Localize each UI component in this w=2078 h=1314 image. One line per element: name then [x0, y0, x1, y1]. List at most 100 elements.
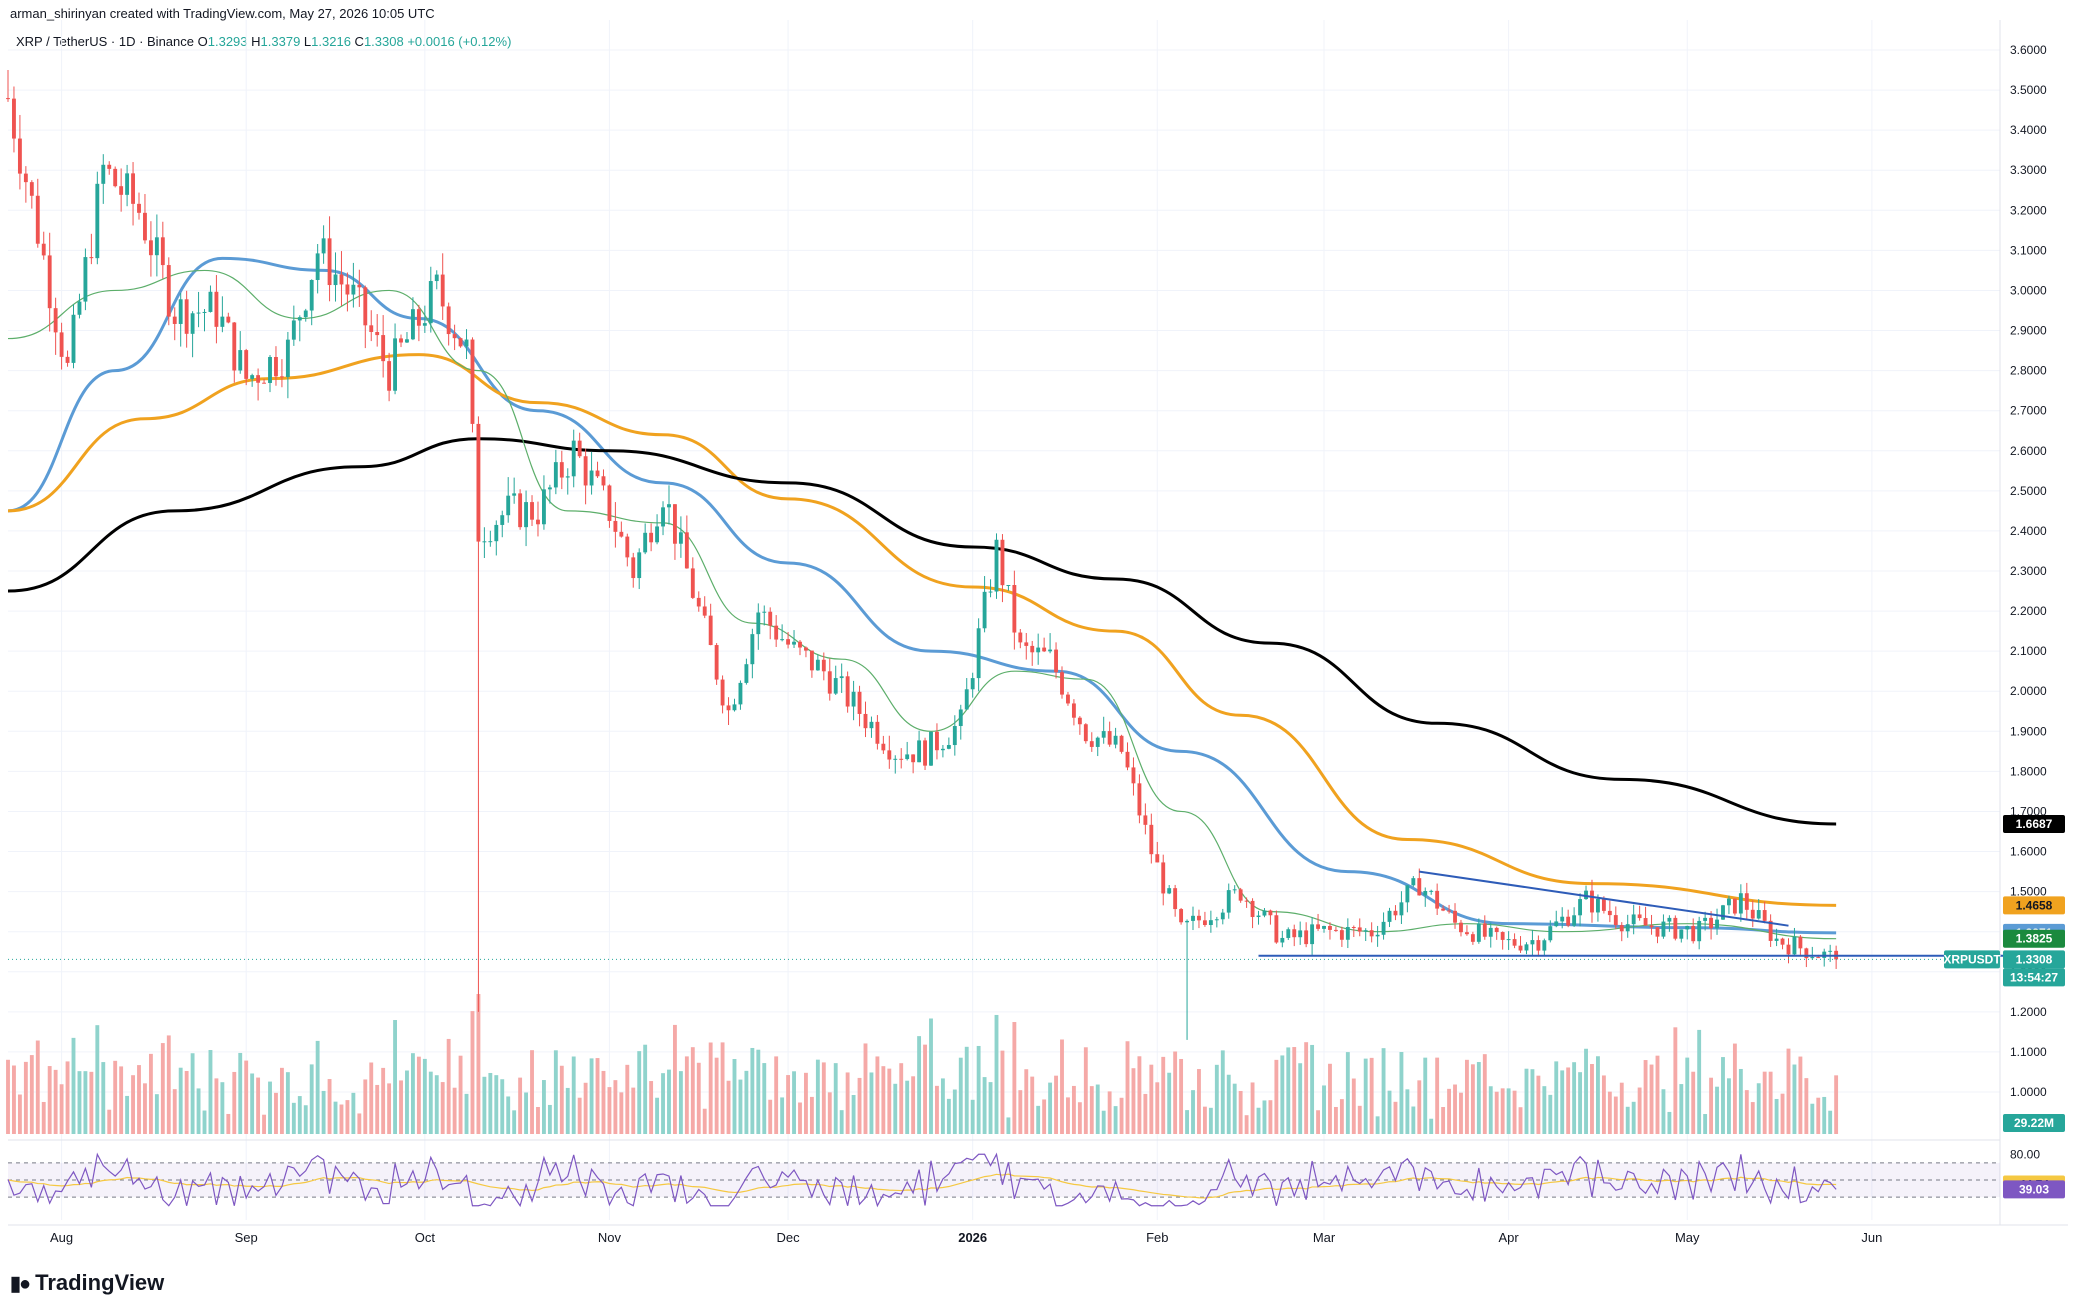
candle-body — [59, 332, 64, 357]
volume-bar — [696, 1062, 701, 1134]
candle-body — [696, 597, 701, 607]
trendlines[interactable] — [8, 870, 2015, 960]
candle-body — [1548, 926, 1553, 941]
volume-bar — [172, 1089, 177, 1134]
time-tick-label: Aug — [50, 1230, 73, 1245]
candle-body — [637, 552, 642, 579]
candle-body — [601, 476, 606, 486]
volume-bar — [131, 1075, 135, 1134]
volume-bar — [1298, 1063, 1303, 1134]
candle-body — [95, 183, 100, 259]
candle-body — [1482, 923, 1487, 937]
candle-body — [1679, 929, 1684, 939]
candle-body — [1244, 900, 1249, 902]
candle-body — [1816, 957, 1821, 959]
candle-body — [1542, 940, 1547, 951]
candle-body — [1214, 919, 1219, 921]
price-tag-bg — [2003, 950, 2065, 969]
candle-body — [780, 639, 785, 641]
volume-bar — [1697, 1029, 1702, 1134]
candle-body — [387, 361, 392, 391]
candle-body — [1125, 751, 1130, 768]
volume-bar — [673, 1024, 677, 1134]
volume-bar — [952, 1089, 957, 1134]
symbol-info-bar[interactable]: XRP / TetherUS · 1D · Binance O1.3293 H1… — [16, 34, 511, 49]
volume-bar — [857, 1077, 862, 1134]
volume-bar — [1715, 1086, 1719, 1134]
volume-tag-bg — [2003, 1114, 2065, 1132]
volume-bar — [1607, 1091, 1612, 1134]
candle-body — [160, 237, 165, 266]
candle-body — [1798, 936, 1803, 949]
price-tick-label: 1.8000 — [2010, 764, 2047, 778]
volume-bar — [166, 1035, 171, 1134]
tradingview-logo[interactable]: ▮● TradingView — [10, 1270, 164, 1296]
time-tick-label: Nov — [598, 1230, 622, 1245]
candle-body — [131, 173, 135, 204]
volume-bar — [690, 1047, 695, 1134]
volume-bar — [1185, 1110, 1189, 1134]
candle-body — [923, 740, 927, 766]
candle-body — [1447, 910, 1452, 912]
candle-body — [845, 676, 850, 707]
volume-bar — [1232, 1083, 1237, 1134]
candle-body — [1655, 927, 1660, 937]
volume-bar — [1363, 1058, 1368, 1134]
candle-body — [482, 541, 487, 543]
volume-bar — [637, 1051, 642, 1134]
trendline — [1419, 870, 1789, 927]
candle-body — [946, 745, 951, 749]
volume-bar — [804, 1072, 808, 1134]
candle-body — [315, 253, 320, 281]
candle-body — [113, 168, 118, 187]
high-value: 1.3379 — [260, 34, 301, 49]
candle-body — [345, 284, 350, 295]
volume-bar — [1774, 1098, 1779, 1134]
volume-bar — [345, 1100, 350, 1134]
price-tick-label: 2.3000 — [2010, 564, 2047, 578]
candle-body — [1476, 923, 1481, 942]
volume-bar — [887, 1068, 892, 1134]
volume-bar — [506, 1096, 511, 1134]
candle-body — [1518, 945, 1523, 951]
volume-bar — [1191, 1090, 1195, 1134]
volume-bar — [649, 1081, 654, 1134]
symbol-name[interactable]: XRP / TetherUS · 1D · Binance — [16, 34, 194, 49]
price-axis[interactable]: 3.6000 3.5000 3.4000 3.3000 3.2000 3.1000 3.00… — [1943, 43, 2065, 1199]
candle-body — [1006, 585, 1011, 587]
volume-bar — [1095, 1084, 1100, 1134]
volume-bar — [1077, 1102, 1082, 1134]
candle-body — [1631, 914, 1636, 925]
volume-bar — [500, 1079, 505, 1134]
volume-bar — [1542, 1086, 1547, 1134]
volume-bar — [774, 1056, 779, 1134]
price-tag: 1.6687 — [2016, 817, 2053, 831]
volume-bar — [1655, 1055, 1660, 1134]
candle-body — [702, 606, 707, 616]
countdown-tag: 13:54:27 — [2010, 970, 2058, 984]
volume-bar — [83, 1071, 88, 1134]
volume-bar — [1613, 1096, 1618, 1134]
volume-bar — [41, 1101, 46, 1134]
candle-body — [839, 676, 844, 679]
volume-bar — [661, 1073, 665, 1134]
time-axis[interactable]: Aug Sep Oct Nov Dec 2026 Feb Mar Apr May Jun — [50, 1230, 1882, 1245]
candle-body — [655, 526, 660, 543]
candle-body — [1512, 939, 1517, 946]
candle-body — [238, 350, 243, 371]
volume-bar — [821, 1062, 826, 1134]
volume-bar — [1667, 1111, 1672, 1134]
candle-body — [1328, 925, 1332, 930]
volume-bar — [190, 1053, 195, 1134]
volume-bar — [1149, 1064, 1154, 1134]
candle-body — [994, 539, 999, 592]
volume-bar — [125, 1095, 130, 1134]
volume-bar — [1060, 1039, 1064, 1134]
volume-bar — [1071, 1085, 1076, 1134]
volume-bar — [1328, 1063, 1332, 1134]
volume-bar — [1113, 1106, 1118, 1134]
volume-bar — [1381, 1048, 1386, 1134]
volume-bar — [559, 1065, 564, 1134]
candle-body — [1268, 910, 1273, 916]
